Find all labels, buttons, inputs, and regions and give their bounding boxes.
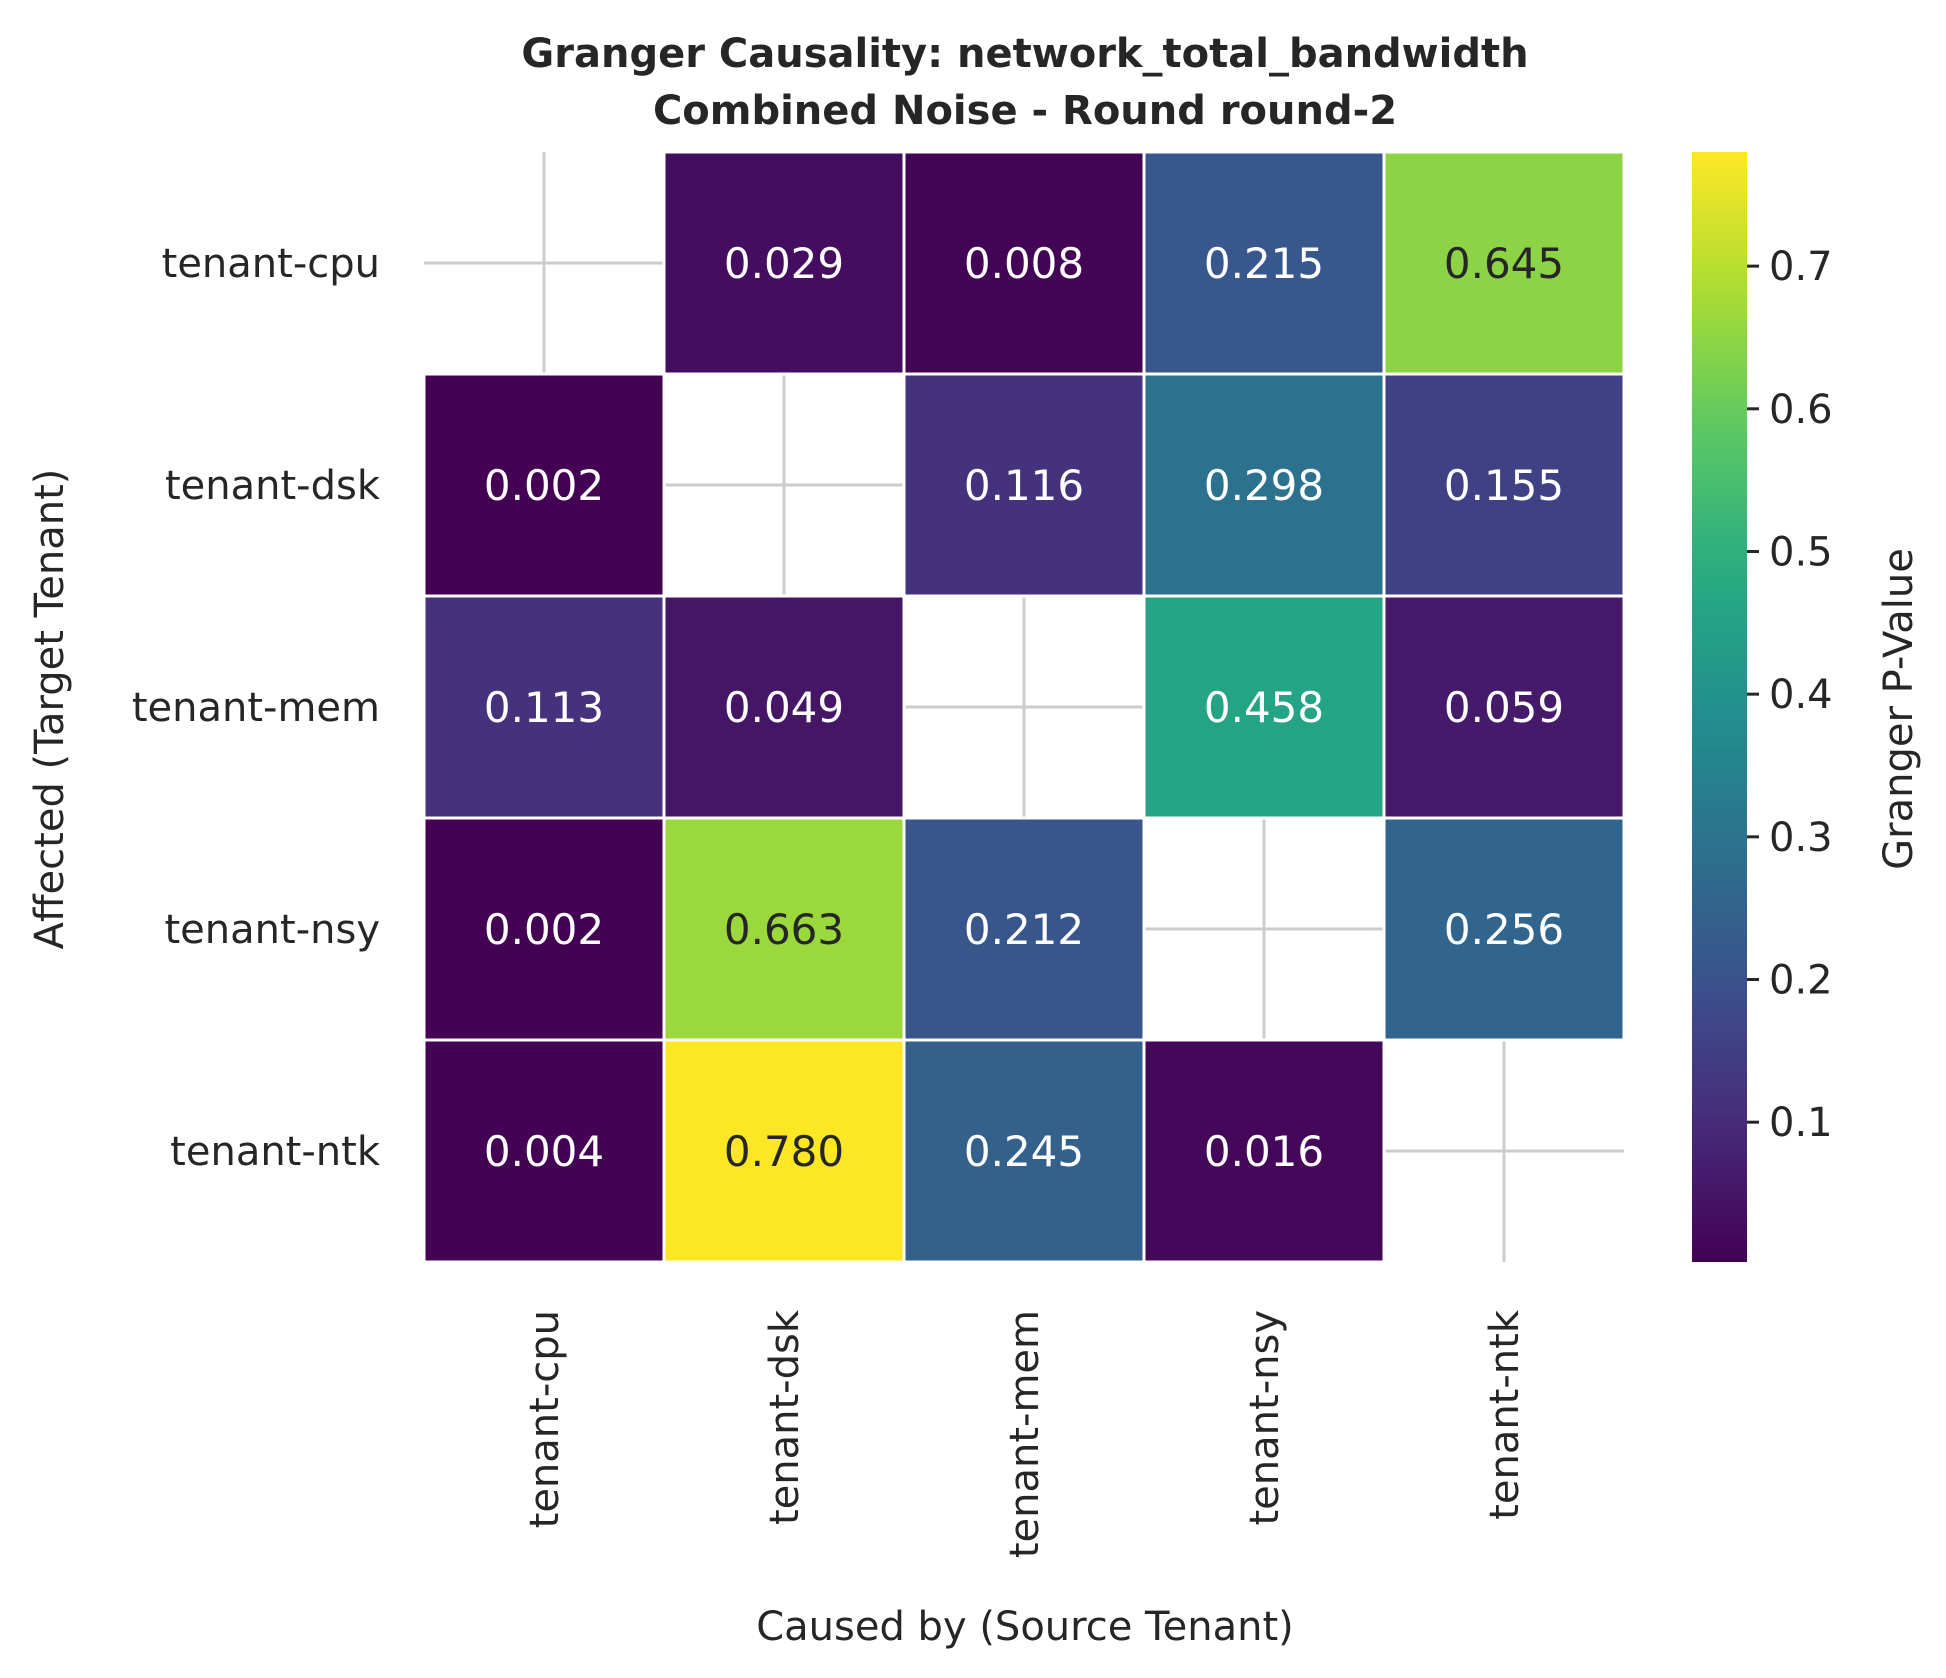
colorbar: 0.1 0.2 0.3 0.4 0.5 0.6 0.7 xyxy=(1692,152,1833,1262)
cell-value-label: 0.215 xyxy=(1204,239,1324,288)
chart-title: Granger Causality: network_total_bandwid… xyxy=(521,31,1528,77)
x-axis-ticks: tenant-cpu tenant-dsk tenant-mem tenant-nsy… xyxy=(522,1309,1528,1558)
colorbar-tick-label: 0.5 xyxy=(1769,529,1833,575)
heatmap-cell xyxy=(1382,594,1626,820)
y-tick-label: tenant-cpu xyxy=(162,241,380,287)
heatmap-cell xyxy=(902,816,1146,1042)
heatmap-cell xyxy=(902,372,1146,598)
cell-value-label: 0.256 xyxy=(1444,905,1564,954)
heatmap-cell xyxy=(422,594,666,820)
heatmap-cell xyxy=(422,1038,666,1264)
y-tick-label: tenant-mem xyxy=(132,685,380,731)
heatmap-cell xyxy=(662,594,906,820)
heatmap-cell xyxy=(422,816,666,1042)
y-tick-label: tenant-nsy xyxy=(165,907,381,953)
cell-annotations: 0.029 0.008 0.215 0.645 0.002 0.116 0.298 0.155… xyxy=(484,239,1564,1176)
cell-value-label: 0.645 xyxy=(1444,239,1564,288)
y-axis-label: Affected (Target Tenant) xyxy=(27,469,73,950)
cell-value-label: 0.008 xyxy=(964,239,1084,288)
heatmap-cell xyxy=(1382,372,1626,598)
colorbar-tick-label: 0.4 xyxy=(1769,672,1833,718)
heatmap-cell xyxy=(902,150,1146,376)
cell-value-label: 0.116 xyxy=(964,461,1084,510)
x-tick-label: tenant-dsk xyxy=(762,1309,808,1525)
heatmap-cell xyxy=(1382,150,1626,376)
heatmap-cells xyxy=(422,150,1626,1264)
x-axis-label: Caused by (Source Tenant) xyxy=(756,1604,1294,1650)
heatmap-cell xyxy=(662,1038,906,1264)
heatmap-cell xyxy=(662,816,906,1042)
x-tick-label: tenant-cpu xyxy=(522,1310,568,1528)
cell-value-label: 0.029 xyxy=(724,239,844,288)
colorbar-tick-label: 0.3 xyxy=(1769,815,1833,861)
colorbar-tick-label: 0.6 xyxy=(1769,387,1833,433)
cell-value-label: 0.212 xyxy=(964,905,1084,954)
heatmap-cell xyxy=(1142,372,1386,598)
cell-value-label: 0.113 xyxy=(484,683,604,732)
cell-value-label: 0.059 xyxy=(1444,683,1564,732)
cell-value-label: 0.016 xyxy=(1204,1127,1324,1176)
colorbar-label: Granger P-Value xyxy=(1876,548,1922,870)
colorbar-tick-label: 0.7 xyxy=(1769,244,1833,290)
cell-value-label: 0.155 xyxy=(1444,461,1564,510)
cell-value-label: 0.245 xyxy=(964,1127,1084,1176)
cell-value-label: 0.298 xyxy=(1204,461,1324,510)
x-tick-label: tenant-ntk xyxy=(1482,1309,1528,1520)
x-tick-label: tenant-mem xyxy=(1002,1310,1048,1558)
colorbar-tick-label: 0.1 xyxy=(1769,1100,1833,1146)
cell-value-label: 0.049 xyxy=(724,683,844,732)
chart-subtitle: Combined Noise - Round round-2 xyxy=(653,88,1397,134)
heatmap-cell xyxy=(422,372,666,598)
cell-value-label: 0.663 xyxy=(724,905,844,954)
heatmap-cell xyxy=(902,1038,1146,1264)
heatmap-cell xyxy=(1142,594,1386,820)
cell-value-label: 0.002 xyxy=(484,461,604,510)
heatmap-cell xyxy=(1382,816,1626,1042)
colorbar-gradient xyxy=(1692,152,1747,1262)
heatmap-cell xyxy=(1142,1038,1386,1264)
cell-value-label: 0.780 xyxy=(724,1127,844,1176)
cell-value-label: 0.458 xyxy=(1204,683,1324,732)
y-tick-label: tenant-ntk xyxy=(170,1129,381,1175)
cell-value-label: 0.004 xyxy=(484,1127,604,1176)
cell-value-label: 0.002 xyxy=(484,905,604,954)
x-tick-label: tenant-nsy xyxy=(1242,1310,1288,1526)
y-tick-label: tenant-dsk xyxy=(165,463,381,509)
colorbar-tick-label: 0.2 xyxy=(1769,958,1833,1004)
y-axis-ticks: tenant-cpu tenant-dsk tenant-mem tenant-nsy… xyxy=(132,241,381,1175)
